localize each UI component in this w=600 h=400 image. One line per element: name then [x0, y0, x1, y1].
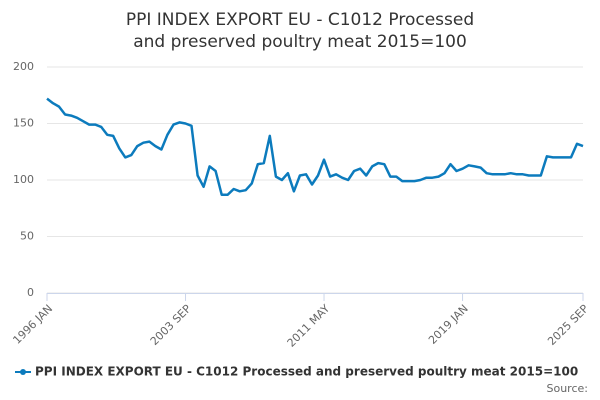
- legend-label: PPI INDEX EXPORT EU - C1012 Processed an…: [35, 365, 578, 379]
- y-tick-label: 100: [13, 173, 34, 186]
- source: Source:: [547, 382, 589, 395]
- x-tick-label: 2003 SEP: [148, 302, 194, 348]
- y-tick-label: 0: [27, 286, 34, 299]
- x-tick-label: 2025 SEP: [545, 302, 591, 348]
- y-tick-label: 200: [13, 60, 34, 73]
- y-tick-label: 150: [13, 117, 34, 130]
- x-tick-label: 1996 JAN: [10, 302, 55, 347]
- x-tick-label: 2019 JAN: [426, 302, 471, 347]
- x-tick-label: 2011 MAY: [285, 302, 333, 350]
- y-tick-label: 50: [20, 230, 34, 243]
- data-line: [46, 97, 584, 196]
- chart-title: PPI INDEX EXPORT EU - C1012 Processed and…: [126, 10, 474, 52]
- legend-marker: [20, 369, 26, 375]
